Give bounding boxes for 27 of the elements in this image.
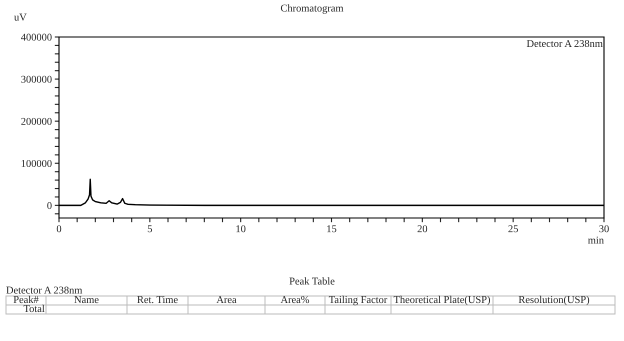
y-axis-title: uV [14, 14, 27, 21]
text: Peak Table [289, 277, 334, 285]
text: Area% [280, 296, 310, 304]
x-tick-label: 15 [327, 225, 336, 232]
y-tick-label: 300000 [21, 76, 52, 83]
text: Detector A 238nm [6, 286, 82, 294]
y-tick-label: 100000 [22, 160, 52, 167]
text: Peak# [14, 296, 39, 304]
x-tick-label: 25 [508, 225, 518, 232]
y-tick-label: 0 [47, 202, 52, 210]
x-tick-label: 20 [418, 225, 428, 232]
y-tick-label: 400000 [21, 34, 52, 41]
text: Resolution(USP) [518, 296, 590, 306]
y-tick-label: 200000 [21, 118, 52, 125]
text: Area [216, 296, 236, 304]
x-tick-label: 10 [236, 225, 246, 232]
x-tick-label: 0 [56, 225, 62, 232]
text: Theoretical Plate(USP) [394, 296, 490, 306]
text: Name [74, 296, 99, 304]
text: Ret. Time [137, 296, 178, 304]
text: Total [24, 304, 45, 312]
x-axis-title: min [588, 236, 604, 244]
chart-title: Chromatogram [280, 4, 344, 14]
x-tick-label: 30 [599, 225, 609, 232]
annotation: Detector A 238nm [526, 40, 603, 48]
text: Tailing Factor [328, 296, 388, 306]
x-tick-label: 5 [148, 225, 152, 232]
